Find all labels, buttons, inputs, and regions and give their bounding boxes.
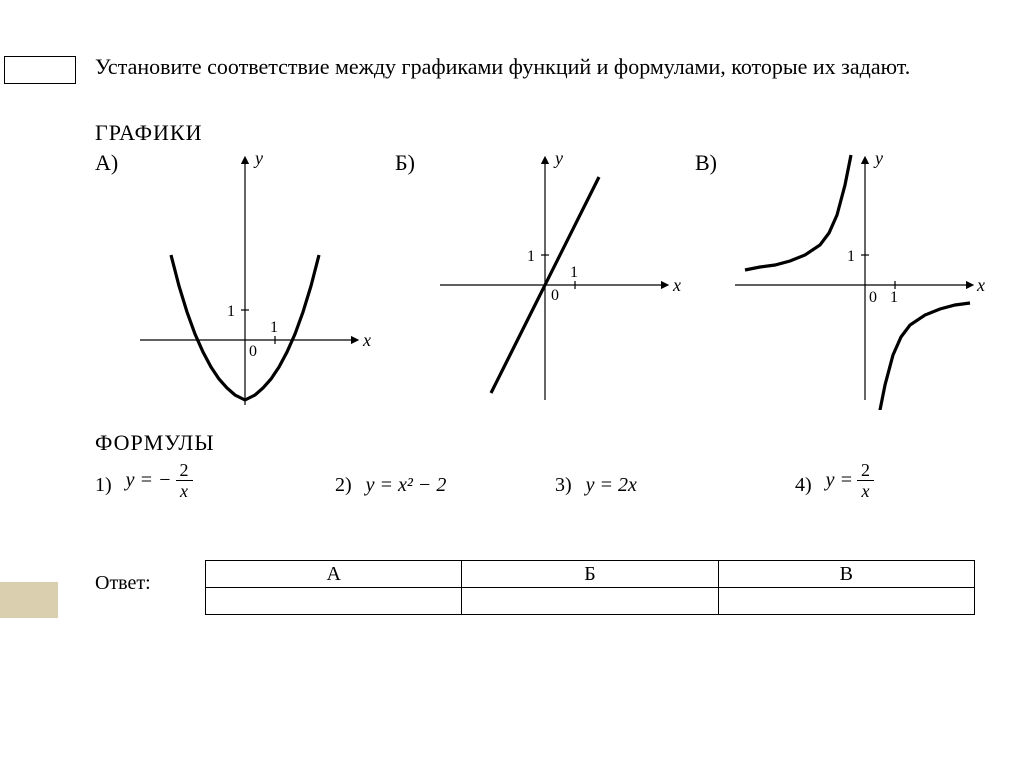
formulas-heading: ФОРМУЛЫ xyxy=(95,430,215,456)
formula-4: 4) y = 2 x xyxy=(795,460,874,501)
formula-2-num: 2) xyxy=(335,460,352,497)
graph-b: Б) x y 1 1 0 xyxy=(395,150,695,410)
formula-1-num: 1) xyxy=(95,460,112,497)
origin-label: 0 xyxy=(551,287,559,304)
fraction: 2 x xyxy=(857,460,874,501)
formulas-row: 1) y = − 2 x 2) y = x² − 2 3) y = 2x 4) … xyxy=(95,460,995,520)
table-header-c: В xyxy=(718,561,974,588)
formula-4-num: 4) xyxy=(795,460,812,497)
x-tick-1-label: 1 xyxy=(570,264,578,281)
task-text: Установите соответствие между графиками … xyxy=(95,52,985,82)
y-tick-1-label: 1 xyxy=(847,248,855,265)
graph-a-label: А) xyxy=(95,150,118,176)
x-axis-label: x xyxy=(976,275,985,295)
formula-3-expr: y = 2x xyxy=(586,460,637,497)
graph-a-svg: x y 1 1 0 xyxy=(125,150,385,410)
x-tick-1-label: 1 xyxy=(890,289,898,306)
table-row: А Б В xyxy=(206,561,975,588)
answer-label: Ответ: xyxy=(95,572,151,595)
table-header-a: А xyxy=(206,561,462,588)
formula-1: 1) y = − 2 x xyxy=(95,460,193,501)
problem-number-box xyxy=(4,56,76,84)
table-cell-c[interactable] xyxy=(718,588,974,615)
table-cell-b[interactable] xyxy=(462,588,718,615)
y-tick-1-label: 1 xyxy=(227,303,235,320)
table-row xyxy=(206,588,975,615)
formula-1-expr: y = − 2 x xyxy=(126,460,193,501)
answer-area: Ответ: А Б В xyxy=(95,560,995,620)
y-axis-label: y xyxy=(553,150,563,168)
graph-c: В) x y 1 1 0 xyxy=(695,150,995,410)
table-cell-a[interactable] xyxy=(206,588,462,615)
graphs-heading: ГРАФИКИ xyxy=(95,120,202,146)
y-tick-1-label: 1 xyxy=(527,248,535,265)
graph-c-label: В) xyxy=(695,150,717,176)
origin-label: 0 xyxy=(249,343,257,360)
hyperbola-branch-2 xyxy=(879,303,970,410)
graph-b-svg: x y 1 1 0 xyxy=(425,150,685,410)
origin-label: 0 xyxy=(869,289,877,306)
table-header-b: Б xyxy=(462,561,718,588)
x-axis-label: x xyxy=(672,275,681,295)
x-axis-label: x xyxy=(362,330,371,350)
formula-3-num: 3) xyxy=(555,460,572,497)
page: Установите соответствие между графиками … xyxy=(0,0,1024,767)
formula-2: 2) y = x² − 2 xyxy=(335,460,446,497)
side-decoration xyxy=(0,582,58,618)
formula-4-expr: y = 2 x xyxy=(826,460,874,501)
y-axis-label: y xyxy=(253,150,263,168)
y-axis-label: y xyxy=(873,150,883,168)
graphs-row: А) x y 1 1 0 xyxy=(95,150,995,410)
graph-a: А) x y 1 1 0 xyxy=(95,150,395,410)
graph-c-svg: x y 1 1 0 xyxy=(725,150,985,410)
graph-b-label: Б) xyxy=(395,150,415,176)
hyperbola-branch-1 xyxy=(745,155,851,270)
x-tick-1-label: 1 xyxy=(270,319,278,336)
formula-2-expr: y = x² − 2 xyxy=(366,460,447,497)
answer-table: А Б В xyxy=(205,560,975,615)
formula-3: 3) y = 2x xyxy=(555,460,637,497)
fraction: 2 x xyxy=(176,460,193,501)
